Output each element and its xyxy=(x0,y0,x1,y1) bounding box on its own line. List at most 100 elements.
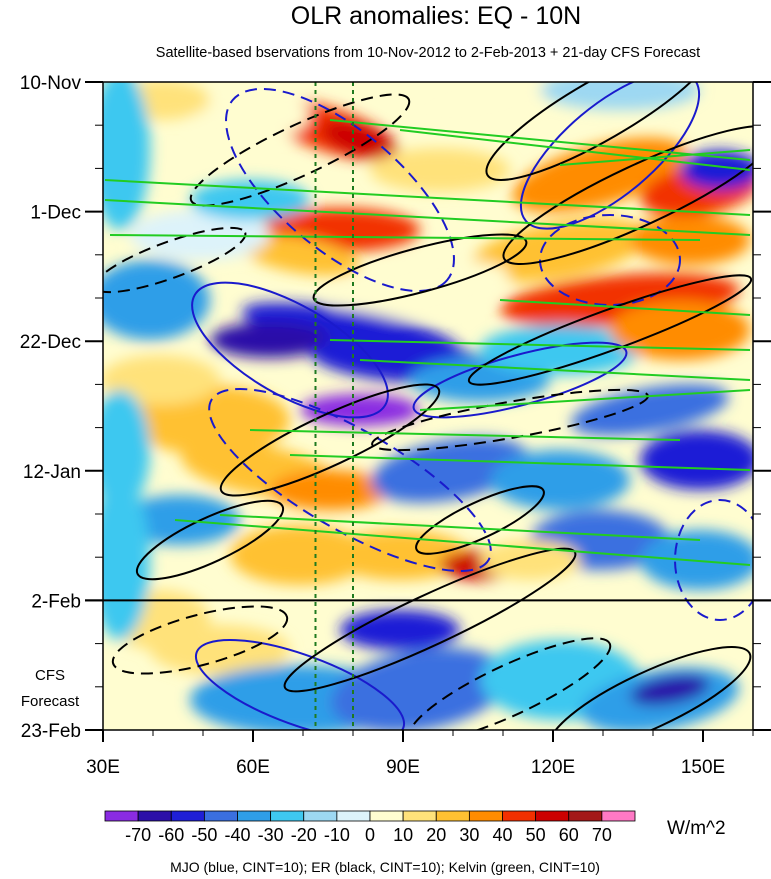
contour-legend: MJO (blue, CINT=10); ER (black, CINT=10)… xyxy=(170,859,600,875)
olr-anomaly-cell xyxy=(103,355,220,405)
kelvin-contour xyxy=(559,149,751,166)
olr-anomaly-cell xyxy=(103,390,150,510)
mjo-contour xyxy=(208,388,492,572)
kelvin-contour xyxy=(249,429,681,441)
olr-anomaly-cell xyxy=(410,82,550,125)
colorbar-swatch xyxy=(601,810,636,822)
er-contour xyxy=(312,233,528,307)
olr-anomaly-cell xyxy=(240,234,360,276)
colorbar-label: -70 xyxy=(125,825,151,845)
colorbar-label: 30 xyxy=(459,825,479,845)
mjo-contour xyxy=(539,214,681,306)
kelvin-contour xyxy=(329,339,751,351)
olr-anomaly-cell xyxy=(630,674,710,706)
kelvin-contour xyxy=(289,454,751,471)
colorbar-swatch xyxy=(336,810,371,822)
y-tick-label: 23-Feb xyxy=(21,721,81,742)
olr-anomaly-cell xyxy=(490,450,630,510)
x-tick-label: 30E xyxy=(86,757,120,778)
er-contour xyxy=(135,499,285,581)
olr-anomaly-cell xyxy=(680,150,753,190)
er-contour xyxy=(219,383,441,497)
olr-anomaly-cell xyxy=(230,525,370,585)
colorbar-swatch xyxy=(137,810,172,822)
colorbar-label: 10 xyxy=(393,825,413,845)
olr-anomaly-cell xyxy=(190,90,310,140)
forecast-label-line2: Forecast xyxy=(21,693,80,710)
er-contour xyxy=(103,226,247,294)
x-tick-label: 120E xyxy=(531,757,575,778)
olr-anomaly-cell xyxy=(370,148,510,192)
x-tick-label: 60E xyxy=(236,757,270,778)
olr-anomaly-cell xyxy=(471,218,649,282)
colorbar-units: W/m^2 xyxy=(667,818,726,839)
colorbar-label: 40 xyxy=(492,825,512,845)
colorbar-label: -10 xyxy=(324,825,350,845)
colorbar-label: 50 xyxy=(526,825,546,845)
colorbar-swatch xyxy=(369,810,404,822)
er-contour xyxy=(415,485,545,555)
colorbar-swatch xyxy=(270,810,305,822)
colorbar-swatch xyxy=(237,810,272,822)
kelvin-contour xyxy=(104,179,751,216)
kelvin-contour xyxy=(329,119,751,161)
olr-anomaly-cell xyxy=(340,610,460,650)
olr-anomaly-cell xyxy=(321,120,399,160)
kelvin-contour xyxy=(104,199,751,236)
er-contour xyxy=(189,93,411,207)
er-contour xyxy=(548,646,752,730)
chart-title: OLR anomalies: EQ - 10N xyxy=(291,2,581,30)
colorbar-label: 70 xyxy=(592,825,612,845)
olr-anomaly-cell xyxy=(150,625,290,675)
olr-anomaly-cell xyxy=(371,437,529,503)
olr-anomaly-cell xyxy=(512,137,688,213)
olr-anomaly-cell xyxy=(480,325,640,375)
colorbar-swatch xyxy=(502,810,537,822)
colorbar-swatch xyxy=(535,810,570,822)
colorbar-swatch xyxy=(435,810,470,822)
olr-anomaly-cell xyxy=(270,470,390,510)
colorbar-swatch xyxy=(203,810,238,822)
y-tick-label: 12-Jan xyxy=(23,462,81,483)
olr-anomaly-cell xyxy=(331,260,509,320)
y-tick-label: 22-Dec xyxy=(20,332,81,353)
mjo-contour xyxy=(191,281,389,419)
er-contour xyxy=(111,605,289,675)
er-contour xyxy=(502,125,753,265)
kelvin-contour xyxy=(174,519,751,566)
olr-anomaly-cell xyxy=(640,430,753,490)
colorbar-swatch xyxy=(303,810,338,822)
er-contour xyxy=(467,274,753,386)
er-contour xyxy=(408,637,612,730)
mjo-contour xyxy=(519,82,701,230)
olr-anomaly-cell xyxy=(300,394,420,426)
olr-anomaly-cell xyxy=(610,300,750,360)
colorbar-label: -40 xyxy=(224,825,250,845)
colorbar-swatch xyxy=(568,810,603,822)
colorbar: -70 -60 -50 -40 -30 -20 -10 0 10 20 30 40 50 60 70 xyxy=(104,810,636,845)
x-tick-label: 150E xyxy=(681,757,725,778)
colorbar-swatch xyxy=(104,810,139,822)
olr-anomaly-cell xyxy=(571,384,729,436)
er-contour xyxy=(283,547,577,693)
y-tick-label: 10-Nov xyxy=(20,73,82,94)
chart-subtitle: Satellite-based bservations from 10-Nov-… xyxy=(156,45,700,61)
olr-anomaly-cell xyxy=(103,82,150,230)
wave-filtered-contours xyxy=(103,82,753,730)
kelvin-contour xyxy=(359,359,751,381)
y-tick-label: 1-Dec xyxy=(30,203,81,224)
colorbar-label: -50 xyxy=(191,825,217,845)
colorbar-label: -20 xyxy=(291,825,317,845)
forecast-label-line1: CFS xyxy=(35,667,65,684)
kelvin-contour xyxy=(109,234,701,241)
mjo-contour xyxy=(674,499,753,621)
olr-anomaly-cell xyxy=(331,647,509,730)
kelvin-contour xyxy=(219,514,701,541)
kelvin-contour xyxy=(399,129,751,171)
colorbar-label: 60 xyxy=(559,825,579,845)
olr-anomaly-cell xyxy=(540,82,700,110)
olr-anomaly-cell xyxy=(210,322,330,358)
x-tick-label: 90E xyxy=(386,757,420,778)
